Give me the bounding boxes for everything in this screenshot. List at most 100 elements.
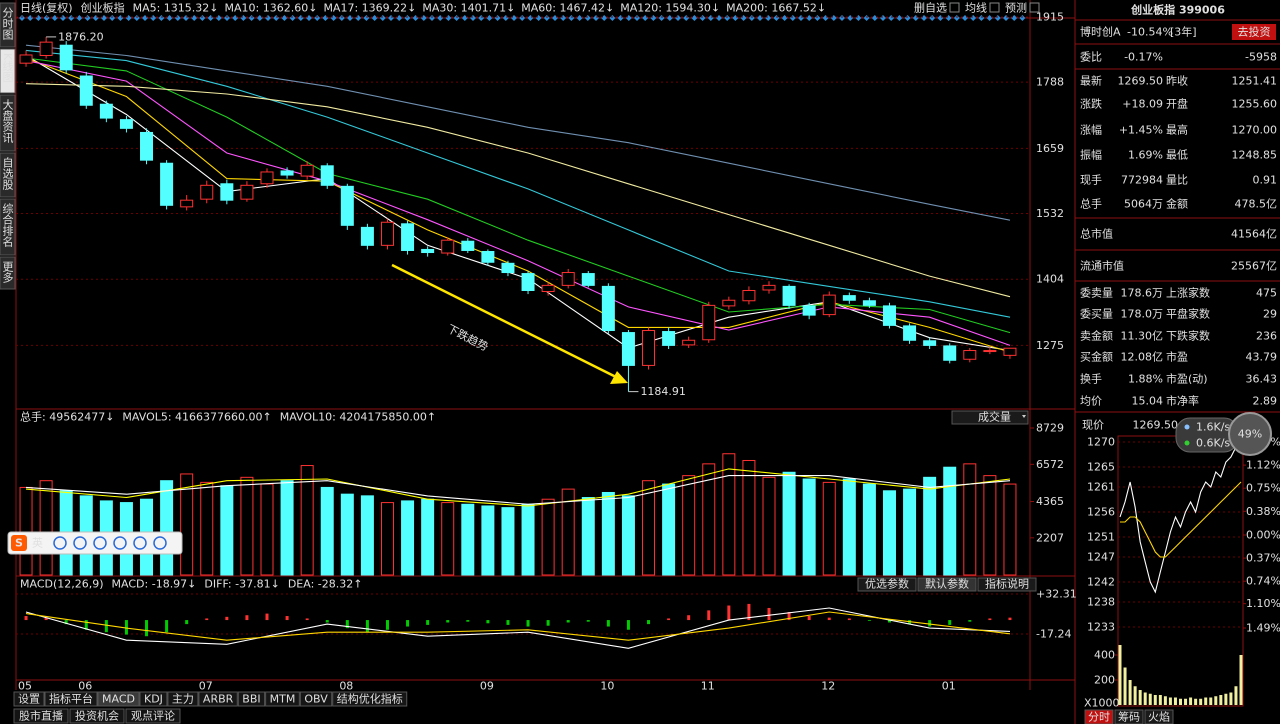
sidebar-tab-label[interactable]: 自选股 — [1, 157, 14, 191]
ime-icon[interactable] — [113, 536, 127, 550]
quote-value: 1255.60 — [1232, 98, 1278, 111]
indicator-tab-label[interactable]: 主力 — [172, 693, 194, 706]
quote-label: 卖金额 — [1080, 329, 1113, 343]
indicator-tab-label[interactable]: ARBR — [203, 693, 234, 706]
indicator-tab[interactable] — [237, 691, 266, 707]
dropdown-arrow — [1022, 415, 1026, 418]
volume-bar — [621, 495, 635, 576]
volume-unit: X1000 — [1084, 697, 1120, 710]
sidebar-tab-label[interactable]: 综合排名 — [1, 202, 14, 247]
indicator-tab[interactable] — [299, 691, 333, 707]
indicator-tab[interactable] — [139, 691, 168, 707]
bottom-link[interactable]: 观点评论 — [131, 709, 175, 723]
sidebar-tab[interactable] — [0, 94, 16, 152]
intraday-volume-bar — [1168, 697, 1172, 705]
indicator-tab[interactable] — [265, 691, 300, 707]
sidebar-tab[interactable] — [0, 256, 16, 290]
ma-line — [25, 60, 1011, 346]
macd-bar — [1008, 617, 1012, 621]
toolbar-button[interactable]: 删自选 — [914, 2, 947, 15]
trend-arrowhead — [610, 371, 628, 384]
toolbar-icon[interactable] — [949, 2, 960, 13]
indicator-tab-label[interactable]: MTM — [270, 693, 296, 706]
ime-language[interactable]: 英 — [32, 536, 43, 550]
sidebar-tab[interactable] — [0, 48, 16, 94]
indicator-tab-label[interactable]: OBV — [304, 693, 328, 706]
y-tick-label: 1251 — [1087, 531, 1115, 544]
indicator-button-label[interactable]: 成交量 — [978, 410, 1011, 424]
quote-label: 涨幅 — [1080, 124, 1102, 137]
indicator-tab-label[interactable]: 结构优化指标 — [337, 692, 403, 706]
sidebar-tab[interactable] — [0, 2, 16, 48]
ime-icon[interactable] — [93, 536, 107, 550]
indicator-button[interactable] — [951, 410, 1029, 425]
indicator-button[interactable] — [857, 577, 917, 592]
intraday-line — [1119, 441, 1242, 594]
sidebar-tab-label[interactable]: K线图 — [1, 53, 14, 83]
ime-icon[interactable] — [73, 536, 87, 550]
toolbar-icon[interactable] — [1029, 2, 1040, 13]
volume-bar — [802, 478, 816, 576]
side-tab-label[interactable]: 筹码 — [1118, 710, 1140, 724]
toolbar-icon[interactable] — [989, 2, 1000, 13]
quote-label: 委买量 — [1080, 308, 1113, 321]
indicator-tab[interactable] — [13, 691, 45, 707]
side-tab-label[interactable]: 火焰 — [1148, 710, 1170, 724]
indicator-tab-label[interactable]: 指标平台 — [49, 692, 93, 706]
indicator-tab-label[interactable]: KDJ — [144, 693, 163, 706]
sidebar-tab[interactable] — [0, 152, 16, 198]
indicator-button-label[interactable]: 优选参数 — [865, 577, 909, 591]
invest-button-label[interactable]: 去投资 — [1238, 25, 1271, 39]
indicator-tab[interactable] — [167, 691, 199, 707]
macd-bar — [988, 618, 992, 621]
side-tab[interactable] — [1084, 709, 1114, 724]
bottom-link-box[interactable] — [13, 708, 69, 724]
volume-bar — [702, 463, 716, 576]
candle-body — [180, 199, 194, 208]
bottom-link[interactable]: 投资机会 — [75, 709, 119, 723]
indicator-tab[interactable] — [44, 691, 98, 707]
ime-icon[interactable] — [153, 536, 167, 550]
indicator-tab[interactable] — [97, 691, 140, 707]
event-marker — [634, 15, 640, 21]
fund-name[interactable]: 博时创A — [1080, 26, 1121, 39]
indicator-tab[interactable] — [198, 691, 238, 707]
sidebar-tab[interactable] — [0, 198, 16, 256]
sidebar-tab-label[interactable]: 分时图 — [1, 7, 14, 41]
macd-line — [25, 607, 1011, 649]
candle-body — [882, 305, 896, 326]
side-tab-label[interactable]: 分时 — [1088, 711, 1110, 724]
event-marker — [199, 15, 206, 21]
candle-body — [541, 284, 555, 293]
sidebar-tab-label[interactable]: 大盘资讯 — [1, 98, 14, 144]
y-tick-label: 1233 — [1087, 621, 1115, 634]
indicator-tab[interactable] — [332, 691, 408, 707]
toolbar-button[interactable]: 预测 — [1005, 2, 1027, 15]
memory-percent[interactable]: 49% — [1238, 428, 1262, 441]
indicator-tab-label[interactable]: 设置 — [18, 693, 40, 706]
candle-body — [461, 240, 475, 251]
quote-label: 买金额 — [1080, 350, 1113, 364]
indicator-button-label[interactable]: 指标说明 — [985, 577, 1029, 591]
side-tab[interactable] — [1114, 709, 1144, 724]
y-tick-label: +32.31 — [1036, 587, 1077, 600]
volume-bar — [862, 483, 876, 576]
indicator-tab-label[interactable]: MACD — [102, 693, 135, 706]
bottom-link-box[interactable] — [69, 708, 125, 724]
ime-icon[interactable] — [133, 536, 147, 550]
indicator-tab-label[interactable]: BBI — [242, 693, 260, 706]
bottom-link-box[interactable] — [125, 708, 181, 724]
volume-bar — [983, 475, 997, 576]
side-tab[interactable] — [1144, 709, 1174, 724]
memory-gauge[interactable] — [1228, 412, 1272, 456]
ime-icon[interactable] — [53, 536, 67, 550]
sidebar-tab-label[interactable]: 更多 — [1, 261, 14, 284]
macd-bar — [365, 620, 369, 633]
bottom-link[interactable]: 股市直播 — [19, 709, 63, 723]
toolbar-button[interactable]: 均线 — [965, 1, 987, 15]
indicator-button[interactable] — [917, 577, 977, 592]
indicator-button-label[interactable]: 默认参数 — [925, 577, 969, 591]
indicator-button[interactable] — [977, 577, 1037, 592]
invest-button[interactable] — [1232, 24, 1276, 40]
